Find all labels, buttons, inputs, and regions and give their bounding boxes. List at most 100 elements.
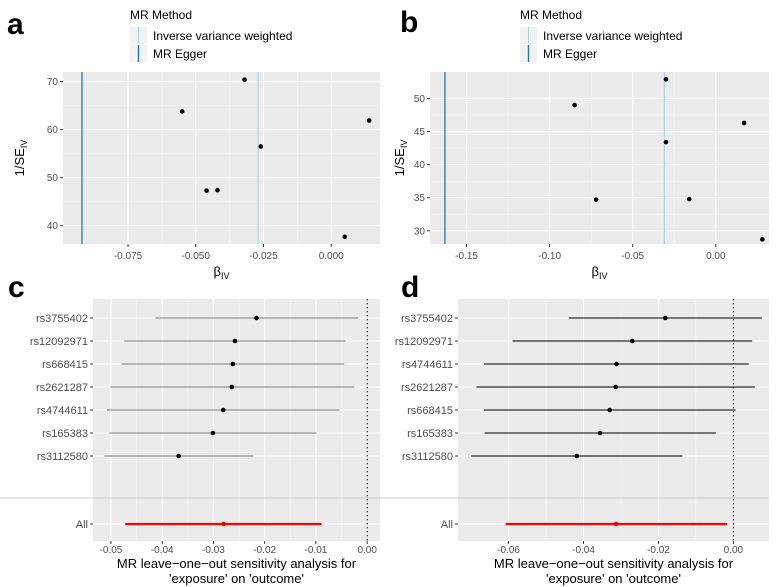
x-tick-label: -0.02 bbox=[253, 545, 276, 556]
data-point bbox=[215, 188, 220, 193]
y-axis-label-subscript: IV bbox=[399, 140, 409, 149]
y-tick-label: 50 bbox=[47, 173, 59, 184]
x-tick-label: -0.05 bbox=[621, 251, 644, 262]
snp-label: rs2621287 bbox=[401, 382, 453, 394]
y-tick-label: 50 bbox=[414, 94, 426, 105]
x-axis-label: βIV bbox=[214, 264, 230, 281]
x-axis-label-line2: 'exposure' on 'outcome' bbox=[546, 571, 681, 586]
snp-label: rs2621287 bbox=[36, 382, 88, 394]
legend-title: MR Method bbox=[520, 8, 582, 22]
snp-label: rs4744611 bbox=[37, 405, 88, 417]
data-point bbox=[742, 121, 747, 126]
snp-label: rs3755402 bbox=[36, 313, 88, 325]
x-tick-label: -0.02 bbox=[647, 545, 670, 556]
panel-letter-d: d bbox=[401, 271, 419, 304]
snp-label: rs165383 bbox=[407, 428, 453, 440]
snp-estimate-point bbox=[607, 408, 612, 413]
y-tick-label: 30 bbox=[414, 226, 426, 237]
plot-background bbox=[458, 299, 769, 541]
x-axis-label: βIV bbox=[592, 264, 608, 281]
x-tick-label: -0.04 bbox=[572, 545, 595, 556]
data-point bbox=[258, 144, 263, 149]
data-point bbox=[687, 197, 692, 202]
y-tick-label: 45 bbox=[414, 127, 426, 138]
x-tick-label: -0.05 bbox=[100, 545, 123, 556]
snp-label: rs12092971 bbox=[30, 336, 88, 348]
legend-label: MR Egger bbox=[543, 47, 597, 61]
x-tick-label: 0.00 bbox=[706, 251, 726, 262]
x-axis-label-line2: 'exposure' on 'outcome' bbox=[169, 571, 304, 586]
overall-estimate-point bbox=[221, 522, 226, 527]
snp-estimate-point bbox=[231, 362, 236, 367]
data-point bbox=[204, 188, 209, 193]
data-point bbox=[664, 77, 669, 82]
snp-label: rs3112580 bbox=[402, 451, 453, 463]
plot-background bbox=[93, 299, 380, 541]
legend-label: Inverse variance weighted bbox=[543, 29, 682, 43]
x-tick-label: 0.00 bbox=[724, 545, 744, 556]
snp-estimate-point bbox=[613, 385, 618, 390]
panel-letter-a: a bbox=[7, 8, 24, 41]
plot-background bbox=[430, 72, 769, 244]
panel-letter-b: b bbox=[400, 6, 418, 39]
y-tick-label: 40 bbox=[47, 221, 59, 232]
y-axis-label-subscript: IV bbox=[19, 140, 29, 149]
x-axis-label-line1: MR leave−one−out sensitivity analysis fo… bbox=[494, 556, 734, 571]
data-point bbox=[342, 234, 347, 239]
data-point bbox=[242, 77, 247, 82]
snp-estimate-point bbox=[254, 316, 259, 321]
snp-estimate-point bbox=[598, 431, 603, 436]
data-point bbox=[367, 118, 372, 123]
snp-estimate-point bbox=[221, 408, 226, 413]
snp-estimate-point bbox=[230, 385, 235, 390]
snp-estimate-point bbox=[233, 339, 238, 344]
x-tick-label: 0.00 bbox=[357, 545, 377, 556]
x-tick-label: -0.050 bbox=[182, 251, 211, 262]
x-tick-label: -0.15 bbox=[455, 251, 478, 262]
panel-c: c -0.05 -0.04 -0.03 -0.02 -0.01 0.00 rs3755402 r… bbox=[0, 271, 380, 586]
snp-estimate-point bbox=[614, 362, 619, 367]
snp-label: rs3112580 bbox=[37, 451, 88, 463]
legend-label: MR Egger bbox=[153, 47, 207, 61]
y-axis-label-main: 1/SE bbox=[392, 148, 407, 177]
snp-estimate-point bbox=[630, 339, 635, 344]
overall-label: All bbox=[76, 519, 88, 531]
y-tick-label: 40 bbox=[414, 160, 426, 171]
figure: a-0.075 -0.050 -0.025 0.00040506070βIV1/SEI… bbox=[0, 0, 777, 587]
x-axis-label-main: β bbox=[214, 264, 221, 279]
x-tick-label: -0.075 bbox=[114, 251, 143, 262]
overall-label: All bbox=[441, 519, 453, 531]
plot-background bbox=[63, 72, 380, 244]
y-tick-label: 35 bbox=[414, 193, 426, 204]
y-axis-label: 1/SEIV bbox=[12, 140, 29, 177]
snp-label: rs668415 bbox=[42, 359, 88, 371]
snp-label: rs12092971 bbox=[395, 336, 453, 348]
data-point bbox=[572, 103, 577, 108]
x-tick-label: -0.025 bbox=[249, 251, 278, 262]
y-axis-label: 1/SEIV bbox=[392, 140, 409, 177]
data-point bbox=[180, 109, 185, 114]
snp-label: rs668415 bbox=[407, 405, 453, 417]
data-point bbox=[664, 140, 669, 145]
snp-label: rs3755402 bbox=[401, 313, 453, 325]
snp-estimate-point bbox=[176, 454, 181, 459]
y-tick-label: 70 bbox=[47, 77, 59, 88]
x-tick-label: -0.06 bbox=[497, 545, 520, 556]
panel-a: a-0.075 -0.050 -0.025 0.00040506070βIV1/SEI… bbox=[7, 8, 380, 281]
panel-letter-c: c bbox=[8, 271, 25, 304]
x-axis-label-subscript: IV bbox=[221, 271, 230, 281]
x-axis-label-subscript: IV bbox=[599, 271, 608, 281]
panel-b: b-0.15 -0.10 -0.05 0.003035404550βIV1/SEIVM… bbox=[392, 6, 769, 281]
x-tick-label: 0.000 bbox=[319, 251, 344, 262]
snp-label: rs4744611 bbox=[402, 359, 453, 371]
overall-estimate-point bbox=[614, 522, 619, 527]
legend-title: MR Method bbox=[130, 8, 192, 22]
snp-estimate-point bbox=[211, 431, 216, 436]
y-axis-label-main: 1/SE bbox=[12, 148, 27, 177]
legend: MR Method Inverse variance weighted MR Egg… bbox=[520, 8, 682, 62]
legend: MR Method Inverse variance weighted MR Egg… bbox=[130, 8, 292, 62]
data-point bbox=[760, 237, 765, 242]
legend-label: Inverse variance weighted bbox=[153, 29, 292, 43]
x-tick-label: -0.10 bbox=[538, 251, 561, 262]
snp-label: rs165383 bbox=[42, 428, 88, 440]
